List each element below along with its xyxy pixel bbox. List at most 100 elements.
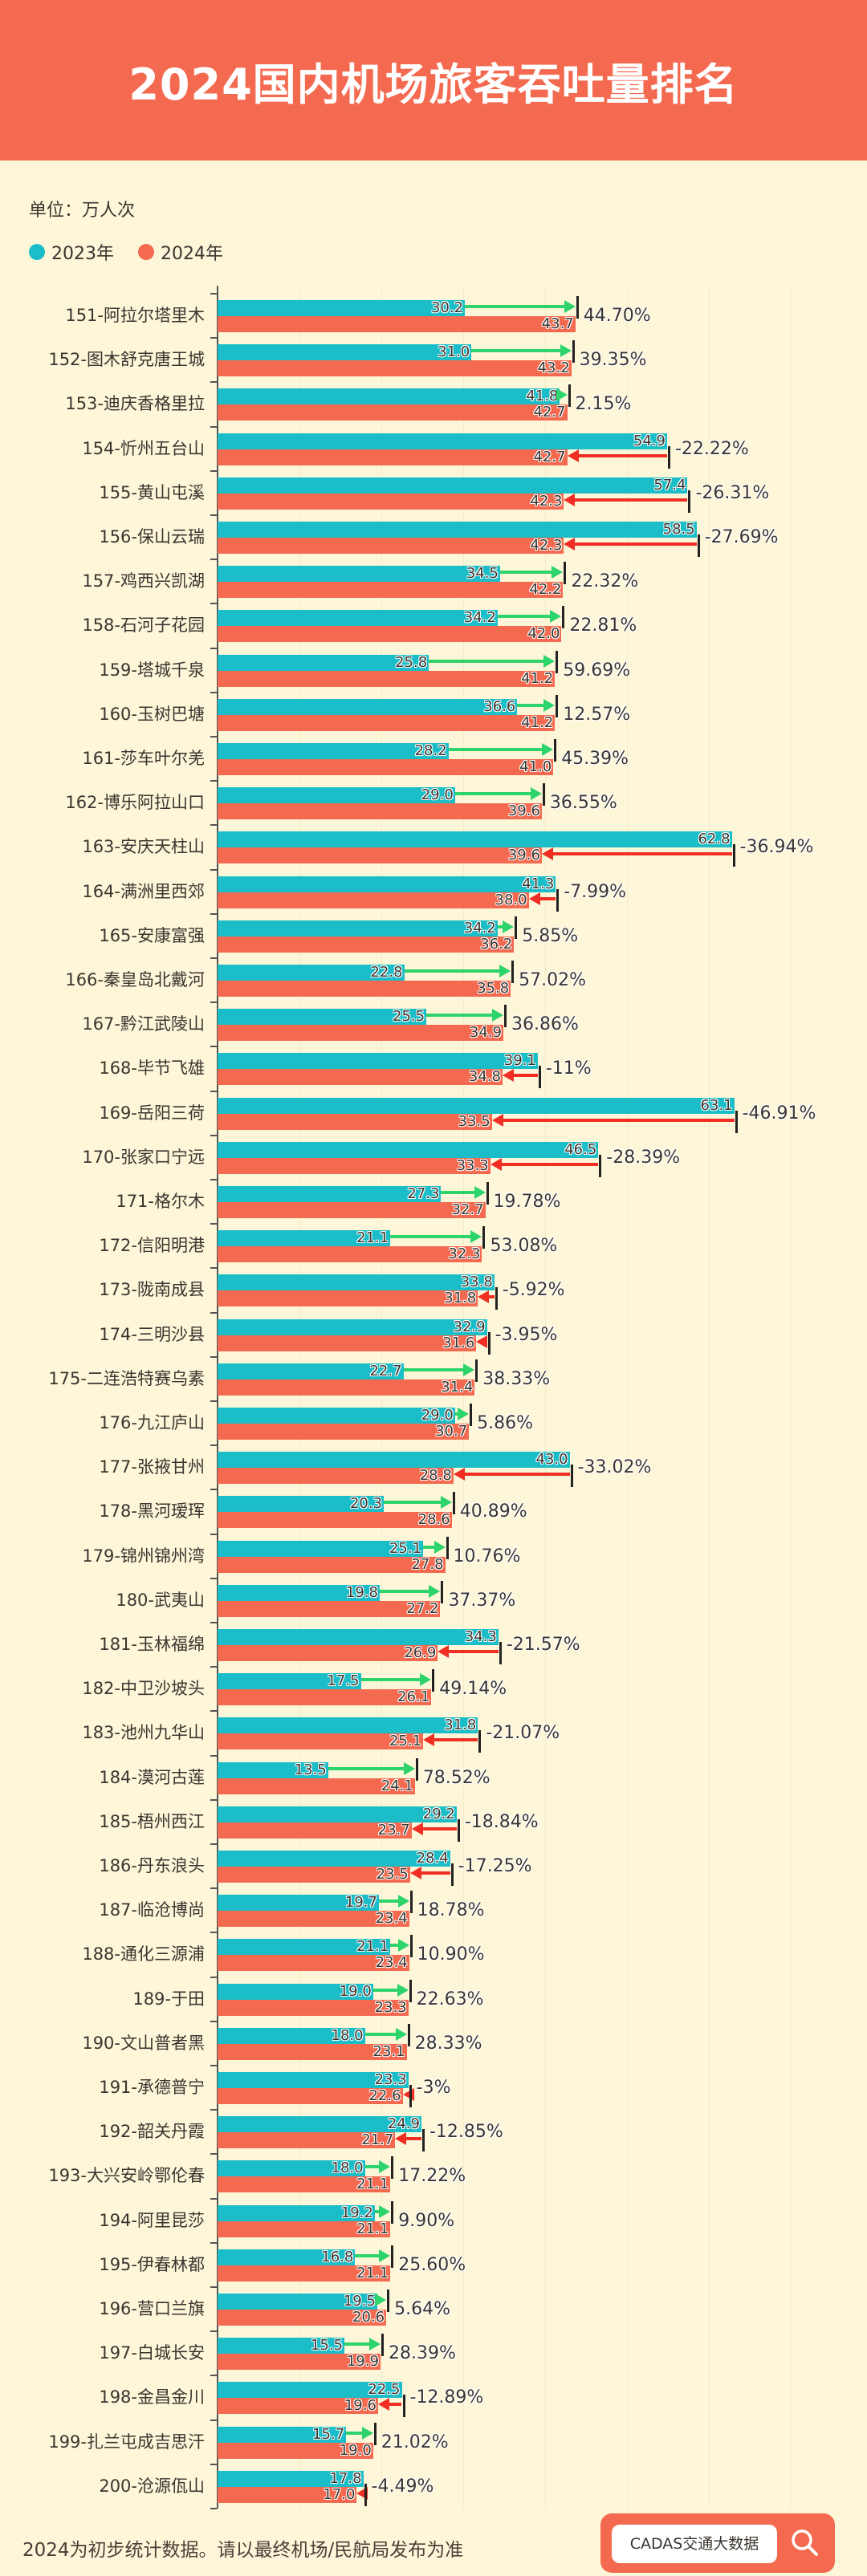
arrow-head-right bbox=[368, 2338, 381, 2351]
axis-tick bbox=[210, 2065, 217, 2066]
bar-2024 bbox=[218, 2310, 387, 2326]
arrow-head-right bbox=[499, 965, 511, 977]
value-label-2024: 27.2 bbox=[406, 1599, 439, 1617]
arrow-head-right bbox=[397, 1983, 409, 1997]
change-arrow-shaft bbox=[328, 1766, 405, 1770]
bar-2023 bbox=[218, 1717, 478, 1734]
bar-2023 bbox=[218, 1230, 391, 1247]
value-label-2023: 19.8 bbox=[345, 1583, 378, 1601]
gridline bbox=[299, 286, 300, 2509]
bar-2023 bbox=[218, 2426, 347, 2443]
bar-2023 bbox=[218, 2294, 377, 2310]
value-label-2023: 21.1 bbox=[356, 1938, 389, 1956]
end-marker bbox=[554, 739, 557, 762]
change-arrow-shaft bbox=[471, 349, 562, 353]
category-label: 199-扎兰屯成吉思汗 bbox=[48, 2432, 205, 2452]
bar-2023 bbox=[218, 654, 429, 671]
value-label-2023: 34.2 bbox=[463, 919, 496, 937]
axis-tick bbox=[210, 1311, 217, 1314]
value-label-2024: 42.3 bbox=[530, 537, 563, 554]
end-marker bbox=[373, 2422, 377, 2445]
arrow-head-left bbox=[564, 538, 576, 551]
gridline bbox=[545, 286, 546, 2509]
gridline bbox=[627, 286, 628, 2509]
change-arrow-shaft bbox=[360, 1678, 422, 1682]
end-marker bbox=[482, 1226, 486, 1249]
bar-2024 bbox=[218, 2354, 381, 2371]
category-label: 159-塔城千泉 bbox=[99, 660, 205, 680]
bar-2023 bbox=[218, 566, 500, 583]
bar-2024 bbox=[218, 316, 576, 332]
brand-name: CADAS交通大数据 bbox=[612, 2525, 777, 2563]
change-label: -3.95% bbox=[495, 1324, 558, 1345]
bar-2024 bbox=[218, 1733, 424, 1750]
change-label: -33.02% bbox=[577, 1457, 652, 1478]
category-label: 195-伊春林都 bbox=[99, 2254, 205, 2274]
arrow-head-left bbox=[402, 2088, 414, 2101]
value-label-2024: 34.9 bbox=[469, 1024, 502, 1042]
arrow-head-right bbox=[542, 743, 554, 756]
change-label: 10.90% bbox=[417, 1944, 485, 1965]
axis-tick bbox=[210, 824, 217, 827]
value-label-2024: 41.2 bbox=[521, 713, 554, 731]
axis-tick bbox=[210, 1090, 217, 1092]
category-label: 189-于田 bbox=[132, 1989, 205, 2009]
value-label-2023: 22.5 bbox=[368, 2381, 401, 2399]
value-label-2024: 26.1 bbox=[397, 1688, 430, 1706]
arrow-head-left bbox=[478, 1290, 490, 1304]
arrow-head-right bbox=[503, 920, 515, 933]
end-marker bbox=[457, 1818, 460, 1842]
change-label: 28.33% bbox=[414, 2033, 482, 2054]
bar-2023 bbox=[218, 698, 518, 715]
change-label: 21.02% bbox=[381, 2432, 449, 2452]
bar-2024 bbox=[218, 1822, 412, 1839]
change-label: 28.39% bbox=[388, 2343, 456, 2364]
end-marker bbox=[667, 445, 670, 469]
change-arrow-shaft bbox=[433, 1738, 478, 1742]
value-label-2023: 54.9 bbox=[633, 432, 666, 449]
bar-2024 bbox=[218, 2442, 373, 2459]
value-label-2024: 23.3 bbox=[374, 1998, 407, 2016]
bar-2024 bbox=[218, 759, 554, 775]
bar-2023 bbox=[218, 1186, 442, 1202]
category-label: 162-博乐阿拉山口 bbox=[65, 793, 205, 813]
axis-tick bbox=[210, 469, 217, 472]
value-label-2024: 43.7 bbox=[541, 315, 574, 332]
bar-2024 bbox=[218, 2486, 357, 2503]
gridline bbox=[791, 286, 792, 2509]
value-label-2023: 41.3 bbox=[522, 875, 555, 892]
arrow-head-right bbox=[550, 610, 562, 624]
axis-tick bbox=[210, 1798, 217, 1801]
bar-2023 bbox=[218, 1584, 380, 1601]
arrow-head-right bbox=[458, 1408, 470, 1420]
category-label: 173-陇南成县 bbox=[99, 1280, 205, 1300]
change-label: -5.92% bbox=[502, 1280, 565, 1301]
value-label-2024: 19.9 bbox=[346, 2353, 379, 2371]
bar-2023 bbox=[218, 1141, 599, 1158]
category-label: 185-梧州西江 bbox=[99, 1811, 205, 1831]
value-label-2023: 41.8 bbox=[526, 388, 559, 405]
bar-2023 bbox=[218, 522, 697, 538]
value-label-2023: 15.7 bbox=[312, 2425, 345, 2443]
gridline bbox=[381, 286, 382, 2509]
change-label: 53.08% bbox=[490, 1236, 558, 1257]
axis-tick bbox=[210, 514, 217, 516]
axis-tick bbox=[210, 647, 217, 649]
bar-2024 bbox=[218, 2398, 378, 2415]
arrow-head-right bbox=[420, 1673, 432, 1687]
value-label-2024: 42.3 bbox=[530, 492, 563, 510]
bar-2024 bbox=[218, 2043, 407, 2060]
bar-2023 bbox=[218, 344, 472, 361]
value-label-2024: 38.0 bbox=[495, 891, 527, 908]
arrow-head-right bbox=[434, 1540, 446, 1554]
bar-2023 bbox=[218, 300, 466, 316]
change-arrow-shaft bbox=[465, 305, 566, 308]
change-arrow-shaft bbox=[421, 1826, 457, 1830]
value-label-2024: 20.6 bbox=[352, 2309, 385, 2326]
value-label-2024: 25.1 bbox=[389, 1733, 422, 1750]
value-label-2024: 33.5 bbox=[458, 1112, 490, 1130]
change-label: 49.14% bbox=[439, 1679, 507, 1700]
end-marker bbox=[576, 296, 579, 319]
arrow-head-left bbox=[490, 1157, 502, 1171]
